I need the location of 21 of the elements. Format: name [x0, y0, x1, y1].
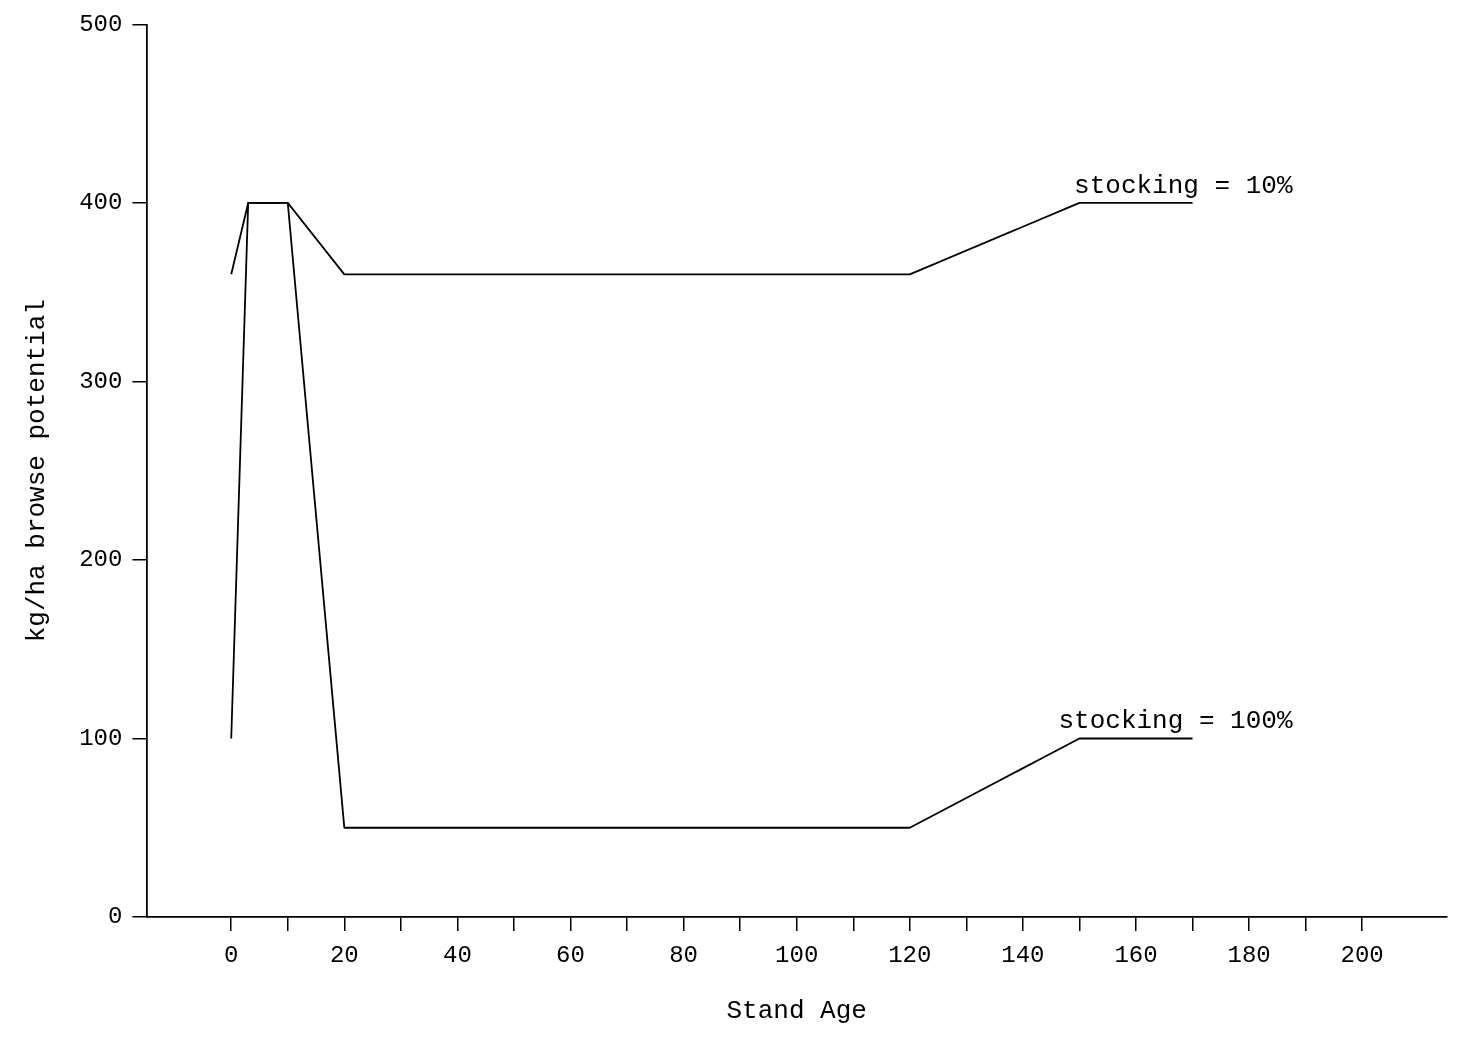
x-tick-label: 80 — [669, 941, 699, 969]
x-tick-label: 160 — [1114, 941, 1158, 969]
y-axis-title: kg/ha browse potential — [22, 299, 53, 643]
y-tick-label: 200 — [79, 546, 123, 574]
y-tick-label: 100 — [79, 724, 123, 752]
x-tick-label: 140 — [1001, 941, 1045, 969]
x-tick-label: 180 — [1227, 941, 1271, 969]
y-tick-label: 300 — [79, 367, 123, 395]
x-tick-label: 200 — [1340, 941, 1384, 969]
y-tick-label: 0 — [108, 903, 123, 931]
series-label: stocking = 10% — [1074, 170, 1293, 201]
x-axis-title: Stand Age — [726, 996, 867, 1027]
x-tick-label: 100 — [775, 941, 819, 969]
x-tick-label: 120 — [888, 941, 932, 969]
x-tick-label: 0 — [224, 941, 239, 969]
x-tick-label: 40 — [443, 941, 472, 969]
y-tick-label: 500 — [79, 10, 123, 38]
x-tick-label: 20 — [329, 941, 359, 969]
x-tick-label: 60 — [556, 941, 585, 969]
y-tick-label: 400 — [79, 189, 123, 217]
series-label: stocking = 100% — [1058, 706, 1293, 737]
